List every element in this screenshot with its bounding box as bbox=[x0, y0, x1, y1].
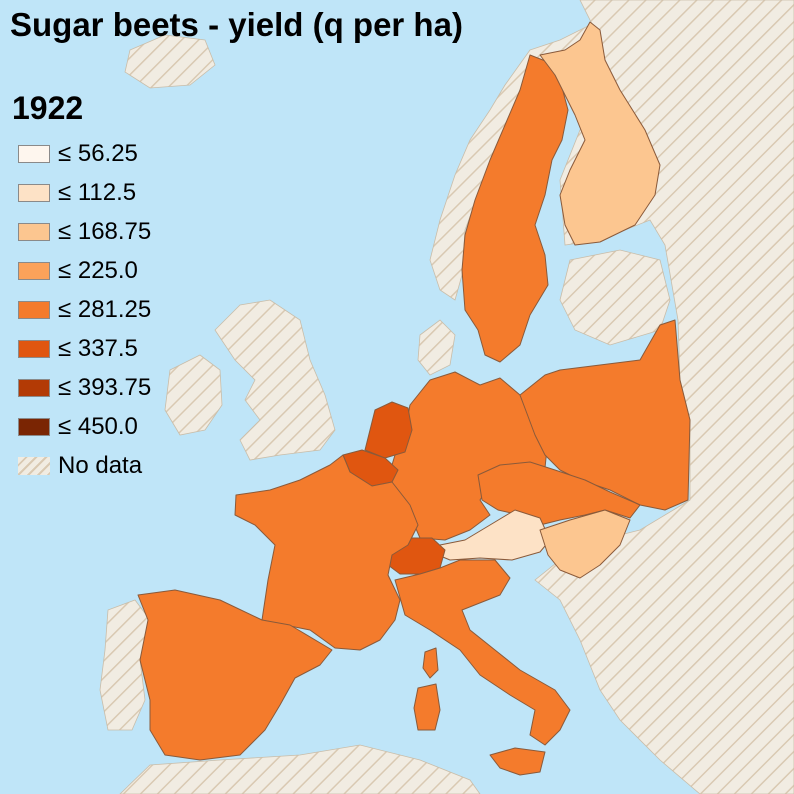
region-uk bbox=[214, 299, 336, 461]
legend-swatch bbox=[18, 184, 50, 202]
legend-label: ≤ 450.0 bbox=[58, 413, 138, 440]
region-hungary[interactable] bbox=[539, 509, 631, 579]
legend-swatch-no-data bbox=[18, 457, 50, 475]
legend-swatch bbox=[18, 379, 50, 397]
legend-label: ≤ 225.0 bbox=[58, 257, 138, 284]
legend-item: ≤ 168.75 bbox=[18, 216, 151, 248]
region-italy[interactable] bbox=[394, 559, 571, 746]
region-finland[interactable] bbox=[539, 21, 661, 246]
region-netherlands[interactable] bbox=[364, 401, 413, 459]
legend-label: ≤ 168.75 bbox=[58, 218, 152, 245]
legend-item: ≤ 112.5 bbox=[18, 177, 136, 209]
legend-label: ≤ 393.75 bbox=[58, 374, 152, 401]
region-czechoslovakia[interactable] bbox=[477, 461, 641, 526]
legend-item: ≤ 337.5 bbox=[18, 333, 138, 365]
legend-label: ≤ 112.5 bbox=[58, 179, 137, 206]
legend-swatch bbox=[18, 223, 50, 241]
year-label: 1922 bbox=[12, 90, 84, 126]
legend-label: ≤ 281.25 bbox=[58, 296, 152, 323]
region-poland[interactable] bbox=[519, 319, 691, 511]
map-title: Sugar beets - yield (q per ha) bbox=[10, 6, 463, 43]
data-countries bbox=[137, 21, 691, 776]
legend-item: No data bbox=[18, 450, 142, 482]
legend-item: ≤ 393.75 bbox=[18, 372, 151, 404]
legend-swatch bbox=[18, 301, 50, 319]
legend-label: ≤ 56.25 bbox=[58, 140, 138, 167]
legend-item: ≤ 281.25 bbox=[18, 294, 151, 326]
region-sicily[interactable] bbox=[489, 747, 546, 776]
legend-swatch bbox=[18, 145, 50, 163]
region-france[interactable] bbox=[234, 454, 419, 651]
region-spain[interactable] bbox=[137, 589, 333, 761]
region-baltics bbox=[559, 249, 671, 346]
region-iceland bbox=[124, 34, 216, 89]
region-corsica[interactable] bbox=[422, 647, 439, 679]
legend-item: ≤ 450.0 bbox=[18, 411, 138, 443]
region-denmark bbox=[417, 319, 456, 376]
legend-item: ≤ 225.0 bbox=[18, 255, 138, 287]
region-north-africa bbox=[119, 744, 481, 794]
region-ireland bbox=[164, 354, 223, 436]
region-sardinia[interactable] bbox=[413, 683, 441, 731]
legend-label: No data bbox=[58, 452, 143, 479]
legend-item: ≤ 56.25 bbox=[18, 138, 138, 170]
legend-swatch bbox=[18, 340, 50, 358]
legend-label: ≤ 337.5 bbox=[58, 335, 138, 362]
region-portugal bbox=[99, 599, 151, 731]
legend-swatch bbox=[18, 262, 50, 280]
region-sweden[interactable] bbox=[461, 54, 569, 363]
legend-swatch bbox=[18, 418, 50, 436]
